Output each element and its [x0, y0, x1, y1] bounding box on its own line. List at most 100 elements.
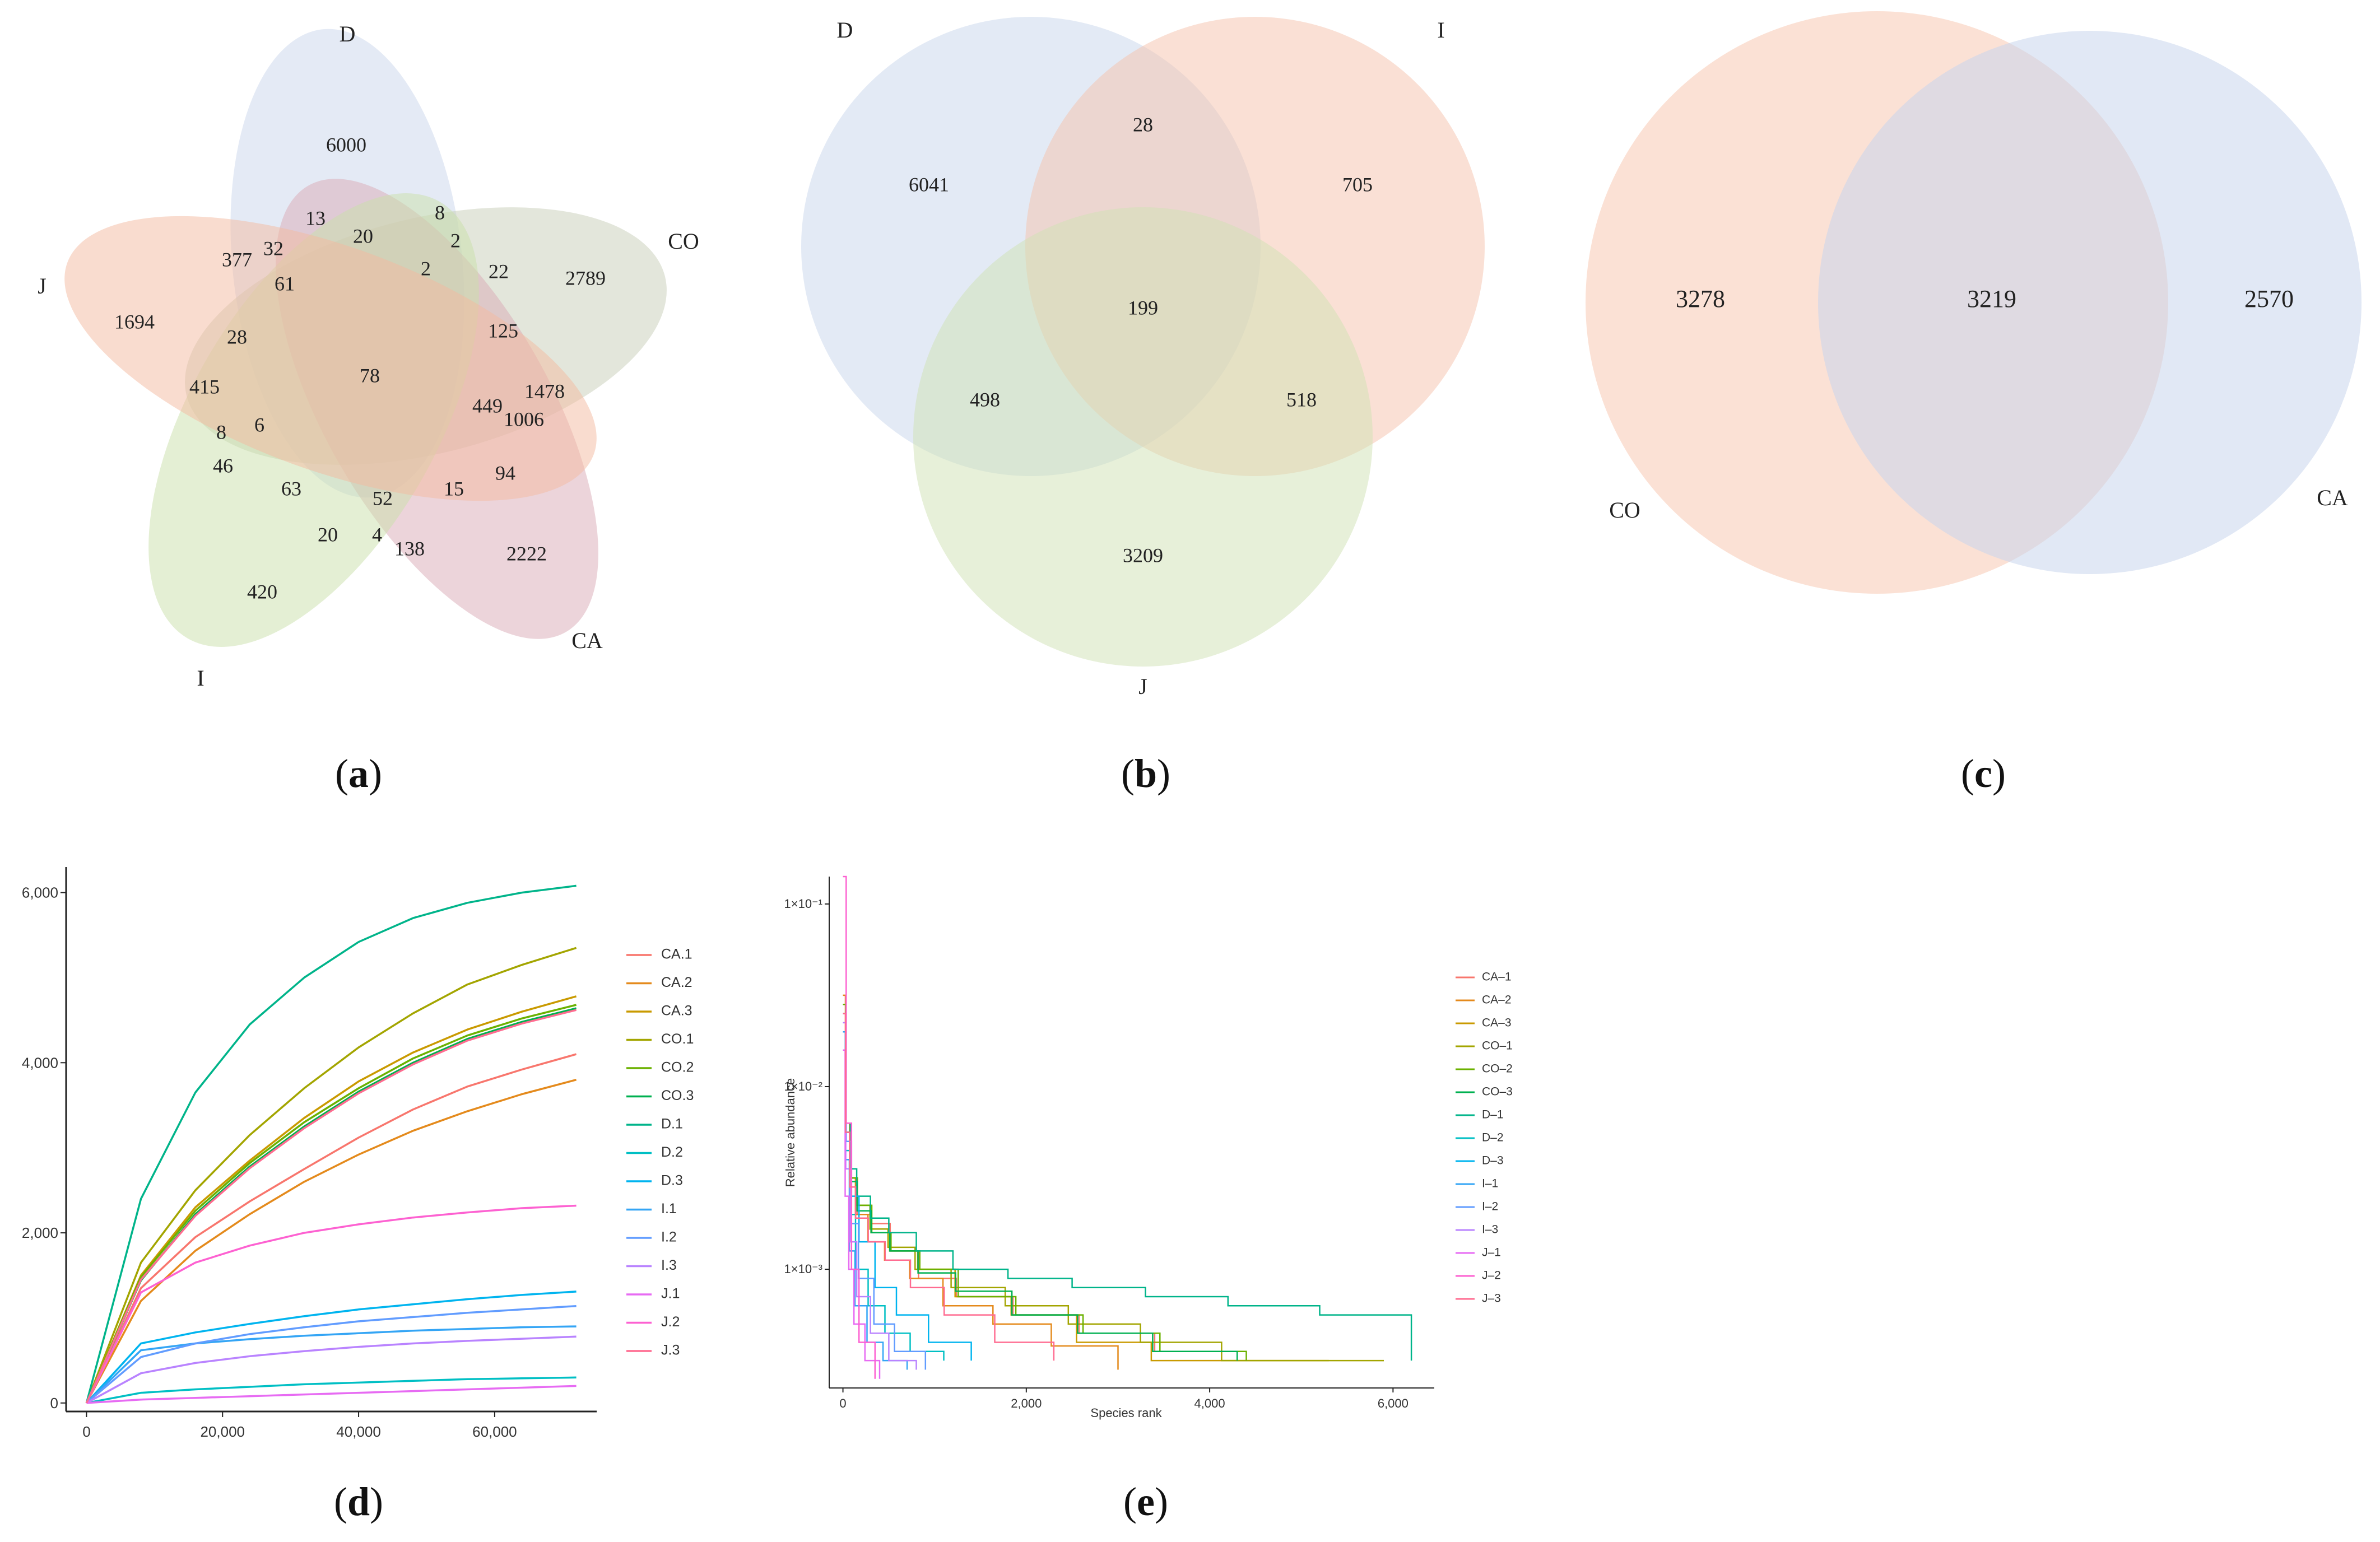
venn-c-region: 3278	[1676, 285, 1725, 313]
chart-d-legend-label: J.2	[661, 1314, 680, 1330]
venn-a-region: 61	[275, 272, 295, 295]
chart-d-series-line	[86, 1335, 577, 1404]
venn-c: CO CA 3278 3219 2570	[1586, 11, 2362, 594]
venn-a-label-d: D	[340, 21, 356, 46]
chart-d-series-line	[85, 1009, 577, 1404]
venn-a-label-j: J	[38, 273, 47, 299]
chart-e-y-tick-label: 1×10⁻¹	[784, 897, 823, 911]
venn-b-region: 199	[1128, 296, 1158, 319]
venn-b-label-d: D	[837, 17, 853, 43]
chart-e-y-tick-label: 1×10⁻³	[784, 1262, 823, 1276]
chart-e-legend-label: CO–1	[1482, 1040, 1513, 1052]
venn-b: D I J 28 6041 705 199 498 518 3209	[801, 17, 1485, 699]
venn-c-region: 2570	[2244, 285, 2294, 313]
venn-a-region: 46	[213, 454, 233, 477]
chart-d-legend-label: D.2	[661, 1144, 683, 1160]
venn-a: D CO CA I J 6000 13 20 8 2 377 32 2 22 2…	[38, 21, 699, 691]
chart-d-series-line	[85, 1004, 577, 1404]
panel-label-b: (b)	[1121, 751, 1170, 796]
chart-d-legend-label: CA.2	[661, 975, 692, 990]
chart-d-y-tick-label: 0	[50, 1395, 58, 1411]
venn-a-region: 8	[435, 201, 445, 223]
chart-d-series-line	[86, 1376, 577, 1404]
venn-a-region: 1694	[114, 310, 155, 333]
venn-b-region: 28	[1133, 113, 1153, 136]
chart-e-x-tick-label: 2,000	[1011, 1396, 1042, 1410]
venn-a-label-co: CO	[668, 229, 699, 254]
venn-a-region: 1478	[524, 380, 565, 402]
venn-a-region: 22	[489, 260, 509, 282]
chart-e-legend-label: J–1	[1482, 1246, 1501, 1259]
chart-d-series-line	[85, 995, 577, 1404]
venn-a-set-j-ellipse	[64, 216, 597, 501]
chart-d-x-tick-label: 20,000	[200, 1423, 245, 1440]
chart-e-legend-label: D–1	[1482, 1108, 1504, 1121]
chart-d-legend-label: D.3	[661, 1173, 683, 1189]
chart-e-legend-label: D–3	[1482, 1154, 1504, 1167]
chart-d-series-line	[85, 1053, 577, 1404]
venn-a-region: 94	[495, 462, 515, 484]
chart-e-legend-label: CO–3	[1482, 1086, 1513, 1098]
chart-e-legend-label: CA–1	[1482, 971, 1512, 984]
venn-a-label-ca: CA	[571, 628, 603, 653]
venn-a-region: 1006	[504, 408, 544, 430]
venn-a-region: 377	[222, 248, 252, 271]
chart-e-series-line	[843, 1013, 972, 1361]
chart-e-legend-label: I–3	[1482, 1223, 1498, 1236]
chart-e-y-tick-label: 1×10⁻²	[784, 1079, 823, 1093]
chart-e-x-tick-label: 4,000	[1194, 1396, 1225, 1410]
venn-b-set-j-circle	[913, 207, 1373, 667]
chart-e-legend-label: D–2	[1482, 1131, 1504, 1144]
venn-b-region: 498	[970, 388, 1000, 411]
chart-e-series-line	[843, 1004, 1329, 1362]
chart-d-legend-label: J.1	[661, 1286, 680, 1302]
chart-d-y-tick-label: 4,000	[22, 1054, 58, 1071]
venn-b-region: 518	[1286, 388, 1317, 411]
chart-e-legend-label: CO–2	[1482, 1063, 1513, 1075]
venn-a-region: 449	[472, 394, 503, 417]
chart-d-series-line	[86, 1325, 577, 1404]
venn-a-label-i: I	[197, 665, 204, 691]
venn-a-region: 63	[281, 477, 301, 500]
venn-a-region: 138	[394, 537, 425, 560]
chart-e-legend-label: I–2	[1482, 1200, 1498, 1213]
venn-a-region: 4	[372, 523, 382, 546]
chart-e-series-line	[843, 1013, 1055, 1361]
venn-a-region: 420	[247, 580, 277, 603]
chart-e-x-tick-label: 6,000	[1378, 1396, 1409, 1410]
chart-e-series-line	[843, 1004, 1247, 1361]
chart-e-legend-label: J–3	[1482, 1292, 1501, 1305]
chart-e-legend-label: CA–2	[1482, 994, 1512, 1007]
panel-label-d: (d)	[334, 1479, 383, 1524]
venn-a-region: 52	[373, 487, 393, 509]
venn-c-set-ca-circle	[1818, 31, 2362, 574]
chart-d-legend-label: J.3	[661, 1343, 680, 1358]
venn-c-label-ca: CA	[2317, 485, 2348, 510]
venn-b-label-i: I	[1437, 17, 1444, 43]
chart-d-series-line	[85, 884, 577, 1404]
venn-a-region: 6000	[326, 133, 366, 156]
venn-a-region: 415	[189, 375, 220, 398]
chart-e-series-line	[843, 1031, 945, 1361]
venn-a-region: 2789	[565, 267, 606, 289]
chart-e-x-tick-label: 0	[839, 1396, 846, 1410]
chart-d-legend-label: CO.3	[661, 1088, 694, 1103]
chart-d-legend-label: I.2	[661, 1229, 677, 1245]
panel-label-c: (c)	[1961, 751, 2006, 796]
chart-d-y-tick-label: 6,000	[22, 884, 58, 901]
chart-d-series-line	[86, 1305, 577, 1404]
venn-a-region: 28	[227, 325, 247, 348]
chart-d-legend-label: CO.1	[661, 1031, 694, 1047]
venn-a-region: 20	[318, 523, 338, 546]
chart-d-x-tick-label: 40,000	[336, 1423, 381, 1440]
chart-e-series-line	[843, 1031, 1412, 1361]
chart-d-legend-label: CA.3	[661, 1003, 692, 1019]
venn-b-region: 3209	[1123, 544, 1163, 566]
venn-b-region: 6041	[909, 173, 949, 195]
venn-a-region: 13	[305, 207, 326, 229]
chart-e-legend-label: J–2	[1482, 1269, 1501, 1282]
chart-d-series-line	[85, 1079, 577, 1404]
chart-d-legend-label: D.1	[661, 1116, 683, 1132]
venn-a-region: 2222	[506, 542, 547, 565]
chart-e-series-line	[843, 875, 876, 1379]
